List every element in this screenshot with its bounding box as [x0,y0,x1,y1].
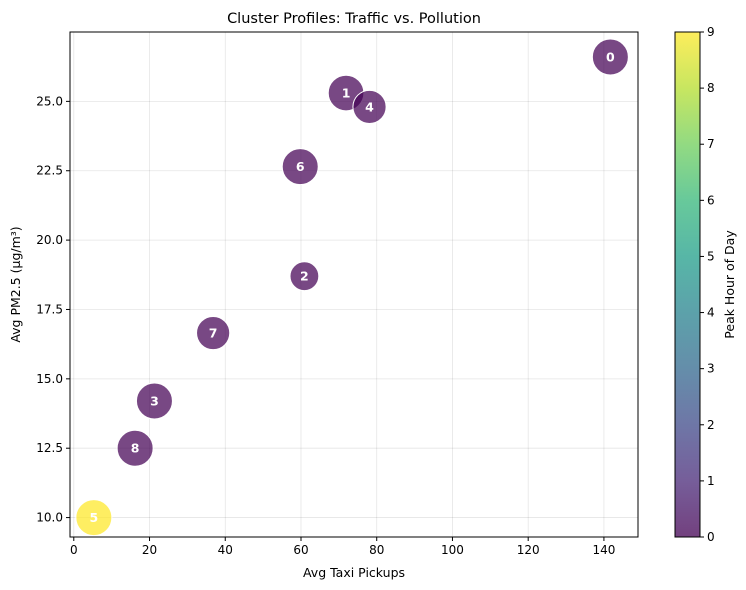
x-tick-label: 100 [441,543,464,557]
colorbar-gradient [675,32,700,537]
colorbar-tick-label: 5 [707,249,715,263]
x-tick-label: 120 [517,543,540,557]
bubble-cluster-4 [352,89,387,125]
bubble-label: 7 [209,326,218,341]
grid [70,32,638,537]
colorbar-tick-label: 3 [707,362,715,376]
colorbar-tick-label: 0 [707,530,715,544]
data-points: 0 1 2 3 4 5 6 7 8 [75,38,629,537]
bubble-label: 0 [606,49,615,64]
plot-frame [69,31,639,538]
bubble-cluster-0 [591,38,629,76]
y-tick-label: 15.0 [36,372,63,386]
bubble-label: 8 [131,441,140,456]
y-tick-label: 10.0 [36,511,63,525]
y-axis-label: Avg PM2.5 (μg/m³) [8,226,23,342]
colorbar-tick-label: 9 [707,25,715,39]
colorbar-tick-label: 2 [707,418,715,432]
bubble-cluster-2 [289,261,320,292]
colorbar-label: Peak Hour of Day [722,230,737,339]
bubble-label: 6 [296,159,305,174]
bubble-cluster-5 [75,499,113,537]
colorbar-tick-label: 6 [707,193,715,207]
chart-title: Cluster Profiles: Traffic vs. Pollution [227,11,481,27]
bubble-cluster-7 [196,315,231,351]
bubble-label: 4 [365,99,374,114]
bubble-cluster-8 [116,429,154,467]
colorbar-tick-label: 8 [707,81,715,95]
y-tick-label: 22.5 [36,164,63,178]
x-tick-label: 140 [592,543,615,557]
x-tick-label: 40 [218,543,233,557]
colorbar-tick-label: 4 [707,306,715,320]
x-tick-label: 20 [142,543,157,557]
x-tick-label: 80 [369,543,384,557]
bubble-label: 5 [90,510,99,525]
bubble-label: 1 [342,86,351,101]
x-tick-label: 60 [293,543,308,557]
colorbar: 0 1 2 3 4 5 6 7 8 9 Peak Hour of Day [674,25,737,544]
bubble-label: 2 [300,269,309,284]
y-tick-label: 20.0 [36,233,63,247]
y-axis-ticks: 10.0 12.5 15.0 17.5 20.0 22.5 25.0 [36,94,70,525]
x-axis-ticks: 0 20 40 60 80 100 120 140 [70,537,615,557]
colorbar-ticks: 0 1 2 3 4 5 6 7 8 9 [700,25,715,544]
bubble-cluster-3 [135,382,173,420]
x-axis-label: Avg Taxi Pickups [303,565,405,580]
bubble-cluster-6 [281,148,319,186]
bubble-label: 3 [150,394,159,409]
y-tick-label: 17.5 [36,302,63,316]
x-tick-label: 0 [70,543,78,557]
colorbar-tick-label: 7 [707,137,715,151]
colorbar-frame [674,31,701,538]
colorbar-tick-label: 1 [707,474,715,488]
y-tick-label: 25.0 [36,94,63,108]
y-tick-label: 12.5 [36,441,63,455]
